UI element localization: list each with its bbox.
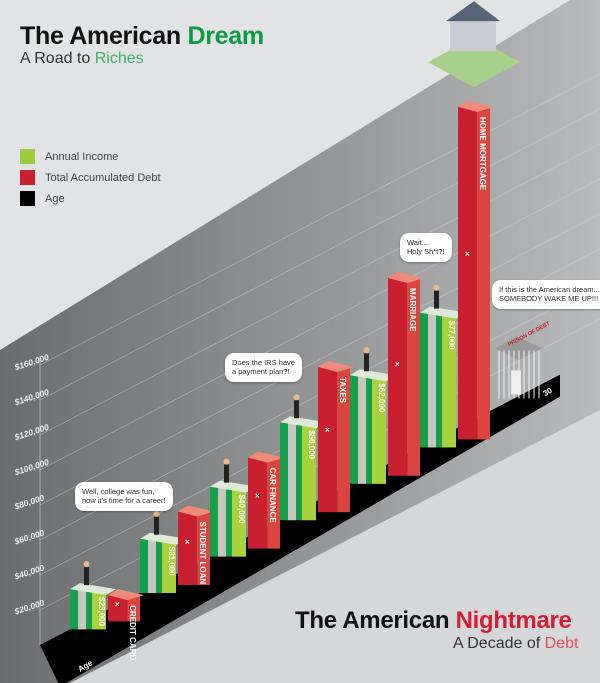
debt-bar-top xyxy=(458,100,494,112)
legend-age: Age xyxy=(20,191,65,206)
debt-category-label: CREDIT CARD xyxy=(128,605,137,660)
income-bar-top xyxy=(350,369,396,382)
income-bar-face xyxy=(372,375,386,484)
gridline xyxy=(39,178,600,471)
multiply-icon: × xyxy=(115,600,120,609)
main-title: The American Dream xyxy=(20,22,264,50)
income-bar-face xyxy=(92,589,106,630)
speech-bubble-dream: If this is the American dream... SOMEBOD… xyxy=(492,280,600,309)
person-icon xyxy=(364,353,369,372)
debt-bar-side xyxy=(127,595,140,622)
person-icon xyxy=(84,567,89,586)
speech-bubble-wait: Wait.... Holy Sh*t?! xyxy=(400,233,452,262)
gridline xyxy=(39,143,600,436)
person-head-icon xyxy=(293,394,300,401)
chart-floor xyxy=(70,410,600,683)
income-bar-top xyxy=(420,306,466,319)
debt-swatch xyxy=(20,170,35,185)
person-icon xyxy=(224,464,229,483)
income-bar-stripe xyxy=(218,486,226,557)
income-bar-stripe xyxy=(148,538,156,593)
person-head-icon xyxy=(363,347,370,354)
debt-category-label: MARRIAGE xyxy=(408,288,417,332)
debt-bar xyxy=(318,366,338,513)
debt-bar-side xyxy=(337,366,350,513)
age-road xyxy=(40,374,560,683)
debt-bar xyxy=(248,457,268,549)
footer-subtitle: A Decade of Debt xyxy=(453,635,579,652)
debt-category-label: CAR FINANCE xyxy=(268,468,277,524)
income-bar-face xyxy=(442,312,456,448)
house-icon xyxy=(450,19,496,52)
prisoner-icon xyxy=(511,370,521,395)
income-bar-face xyxy=(302,422,316,521)
person-head-icon xyxy=(223,458,230,465)
gridline xyxy=(39,213,600,506)
income-bar-stripe xyxy=(78,589,86,630)
debt-bar xyxy=(108,595,128,622)
debt-bar-side xyxy=(407,278,420,476)
debt-category-label: STUDENT LOAN xyxy=(198,522,207,585)
income-bar-stripe xyxy=(358,375,366,484)
income-value-label: $40,000 xyxy=(237,495,246,524)
speech-bubble-irs: Does the IRS have a payment plan?! xyxy=(225,353,302,382)
income-value-label: $23,000 xyxy=(97,597,106,626)
gridline xyxy=(39,73,600,366)
person-head-icon xyxy=(433,284,440,291)
multiply-icon: × xyxy=(325,425,330,434)
prison-roof xyxy=(495,336,543,361)
income-value-label: $31,000 xyxy=(167,547,176,576)
debt-category-label: HOME MORTGAGE xyxy=(478,117,487,191)
person-icon xyxy=(154,516,159,535)
income-bar-top xyxy=(210,480,256,493)
debt-bar-top xyxy=(318,360,354,372)
income-bar-face xyxy=(162,538,176,593)
age-swatch xyxy=(20,191,35,206)
debt-bar xyxy=(178,511,198,585)
person-head-icon xyxy=(83,561,90,568)
legend-income: Annual Income xyxy=(20,149,118,164)
debt-bar-top xyxy=(108,589,144,601)
legend-debt: Total Accumulated Debt xyxy=(20,170,161,185)
debt-category-label: TAXES xyxy=(338,377,347,404)
income-bar-top xyxy=(140,532,186,545)
debt-bar-top xyxy=(248,451,284,463)
debt-bar-side xyxy=(267,457,280,549)
income-value-label: $56,000 xyxy=(307,430,316,459)
debt-bar-side xyxy=(197,511,210,585)
multiply-icon: × xyxy=(255,492,260,501)
debt-bar-top xyxy=(178,505,214,517)
income-bar-stripe xyxy=(288,422,296,521)
main-subtitle: A Road to Riches xyxy=(20,50,144,67)
debt-bar-side xyxy=(477,106,490,440)
person-icon xyxy=(294,400,299,419)
debt-bar xyxy=(458,106,478,440)
person-icon xyxy=(434,290,439,309)
multiply-icon: × xyxy=(185,538,190,547)
speech-bubble-college: Well, college was fun, now it's time for… xyxy=(75,482,173,511)
house-roof-icon xyxy=(446,1,500,22)
income-swatch xyxy=(20,149,35,164)
multiply-icon: × xyxy=(395,360,400,369)
multiply-icon: × xyxy=(465,250,470,259)
income-bar-top xyxy=(280,416,326,429)
gridline xyxy=(39,108,600,401)
person-head-icon xyxy=(153,510,160,517)
income-value-label: $77,000 xyxy=(447,321,456,350)
income-bar-face xyxy=(232,486,246,557)
debt-bar xyxy=(388,278,408,476)
income-value-label: $62,000 xyxy=(377,383,386,412)
income-bar-stripe xyxy=(428,312,436,448)
income-bar-top xyxy=(70,583,116,596)
debt-bar-top xyxy=(388,272,424,284)
footer-title: The American Nightmare xyxy=(295,607,572,634)
